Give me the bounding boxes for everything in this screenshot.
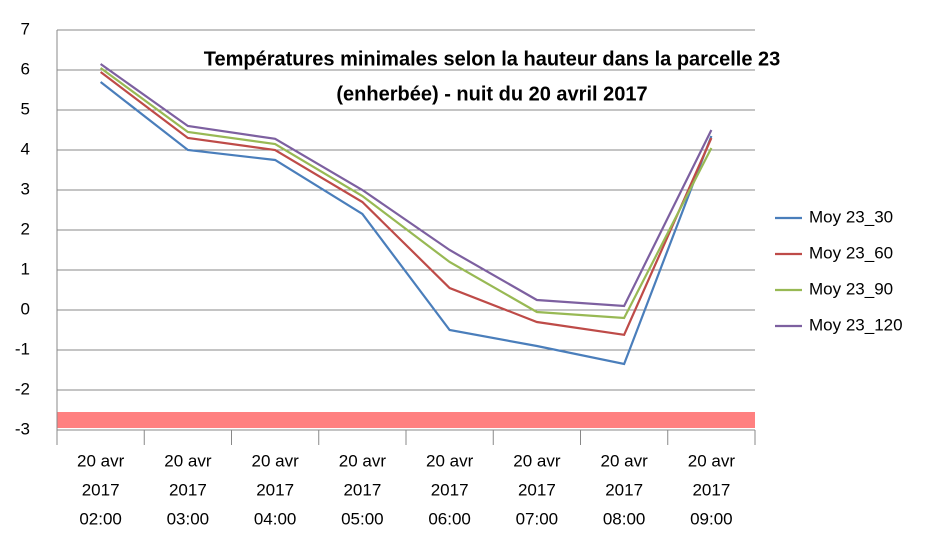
legend-label: Moy 23_120 bbox=[809, 315, 903, 334]
y-tick-label: -1 bbox=[15, 339, 30, 358]
legend-label: Moy 23_90 bbox=[809, 279, 893, 298]
series-line bbox=[99, 67, 713, 320]
x-tick-label: 2017 bbox=[343, 480, 381, 499]
y-tick-label: 0 bbox=[21, 299, 30, 318]
chart-title: (enherbée) - nuit du 20 avril 2017 bbox=[336, 83, 647, 105]
threshold-band bbox=[57, 412, 755, 428]
x-tick-label: 06:00 bbox=[428, 509, 471, 528]
x-tick-label: 07:00 bbox=[516, 509, 559, 528]
x-tick-label: 20 avr bbox=[77, 451, 125, 470]
chart-title: Températures minimales selon la hauteur … bbox=[204, 48, 781, 70]
series-line bbox=[99, 81, 713, 366]
y-tick-label: 7 bbox=[21, 19, 30, 38]
legend-label: Moy 23_30 bbox=[809, 207, 893, 226]
x-tick-label: 20 avr bbox=[164, 451, 212, 470]
x-tick-label: 03:00 bbox=[167, 509, 210, 528]
x-tick-label: 20 avr bbox=[339, 451, 387, 470]
x-tick-label: 20 avr bbox=[426, 451, 474, 470]
x-tick-label: 2017 bbox=[169, 480, 207, 499]
x-tick-label: 20 avr bbox=[601, 451, 649, 470]
x-tick-label: 2017 bbox=[605, 480, 643, 499]
y-tick-label: 2 bbox=[21, 219, 30, 238]
y-tick-label: 4 bbox=[21, 139, 30, 158]
y-tick-label: 5 bbox=[21, 99, 30, 118]
x-tick-label: 2017 bbox=[518, 480, 556, 499]
x-tick-label: 20 avr bbox=[513, 451, 561, 470]
x-tick-label: 08:00 bbox=[603, 509, 646, 528]
series-line bbox=[99, 71, 713, 337]
legend-label: Moy 23_60 bbox=[809, 243, 893, 262]
x-tick-label: 09:00 bbox=[690, 509, 733, 528]
series-line bbox=[99, 63, 713, 308]
x-tick-label: 2017 bbox=[82, 480, 120, 499]
x-tick-label: 04:00 bbox=[254, 509, 297, 528]
x-tick-label: 20 avr bbox=[252, 451, 300, 470]
y-tick-label: 1 bbox=[21, 259, 30, 278]
y-tick-label: 6 bbox=[21, 59, 30, 78]
x-tick-label: 2017 bbox=[256, 480, 294, 499]
x-tick-label: 2017 bbox=[431, 480, 469, 499]
y-tick-label: 3 bbox=[21, 179, 30, 198]
x-tick-label: 02:00 bbox=[79, 509, 122, 528]
y-tick-label: -3 bbox=[15, 419, 30, 438]
x-tick-label: 20 avr bbox=[688, 451, 736, 470]
x-tick-label: 05:00 bbox=[341, 509, 384, 528]
y-tick-label: -2 bbox=[15, 379, 30, 398]
x-tick-label: 2017 bbox=[692, 480, 730, 499]
